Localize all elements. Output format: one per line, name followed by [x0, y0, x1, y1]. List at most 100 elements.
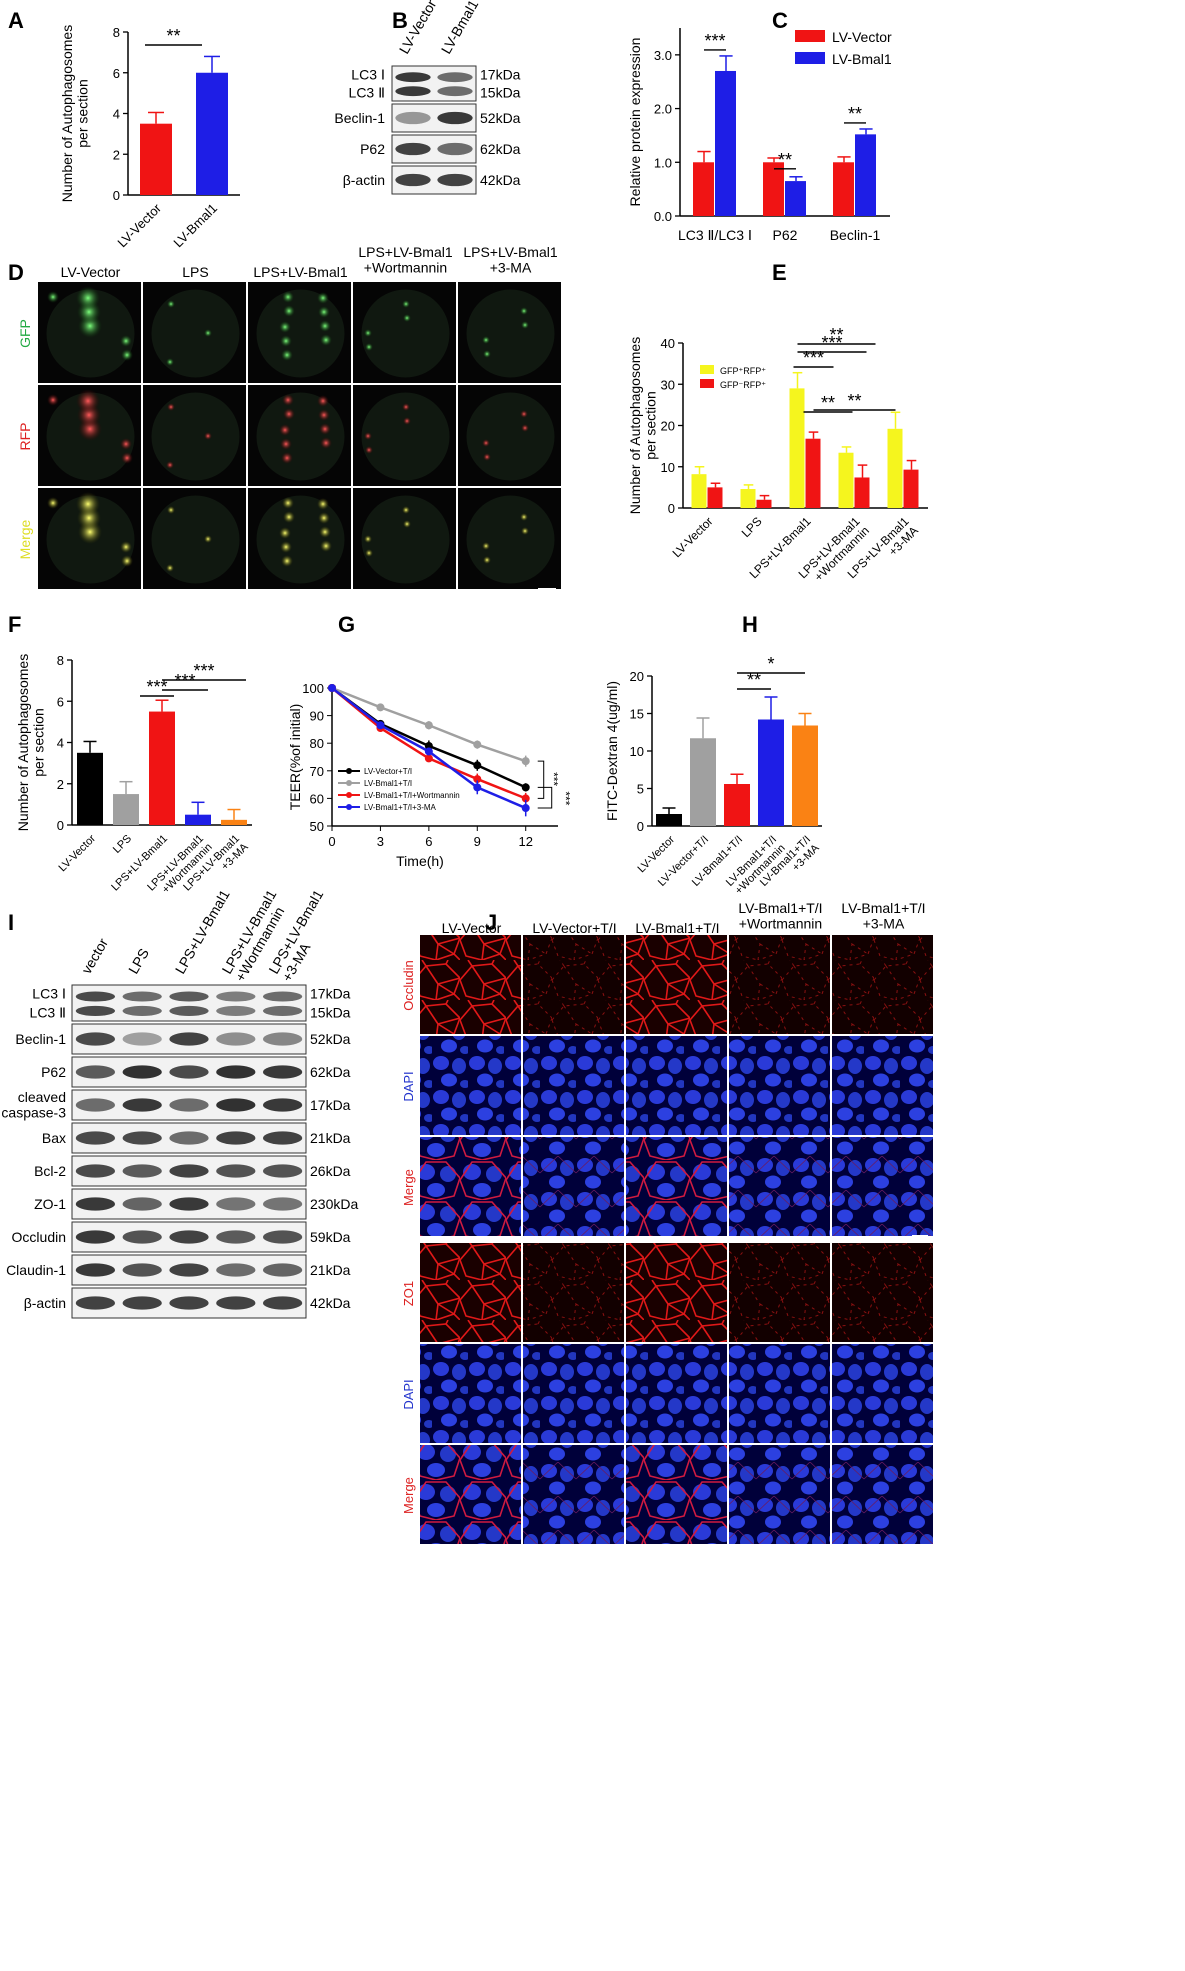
protein-band — [122, 1230, 162, 1244]
puncta — [318, 409, 330, 421]
y-tick-label: 80 — [310, 736, 324, 751]
chart-H: 50 60 70 80 90 100 0 3 6 9 12 Time(h) TEER(%of initi… — [287, 681, 573, 869]
y-tick-label: 20 — [630, 669, 644, 684]
legend-label: LV-Bmal1+T/I — [364, 779, 412, 788]
significance-label: ** — [829, 325, 843, 345]
puncta — [283, 305, 295, 317]
protein-band — [216, 1065, 256, 1079]
legend-label: GFP⁺RFP⁺ — [720, 366, 766, 376]
legend-swatch — [795, 52, 825, 64]
puncta — [280, 541, 292, 553]
label-line: +3-MA — [863, 915, 905, 931]
row-label: LC3 Ⅱ — [349, 85, 385, 101]
puncta — [319, 320, 331, 332]
protein-band — [216, 1164, 256, 1178]
x-tick-label: LV-Bmal1 — [170, 201, 220, 251]
bar — [854, 477, 870, 508]
y-axis-label: Number of Autophagosomesper section — [627, 337, 658, 514]
micrograph — [420, 1137, 521, 1236]
protein-band — [262, 1065, 303, 1079]
y-axis-label: TEER(%of initial) — [287, 704, 303, 811]
bar — [792, 725, 818, 826]
micrograph — [832, 1445, 933, 1544]
protein-band — [169, 1131, 209, 1145]
puncta — [520, 307, 528, 315]
puncta — [318, 512, 330, 524]
panel-letter-A: A — [8, 8, 24, 33]
bar — [789, 388, 805, 508]
y-tick-label: 4 — [57, 736, 64, 751]
protein-band — [262, 991, 303, 1002]
y-tick-label: 0 — [637, 819, 644, 834]
data-point — [473, 761, 482, 770]
bar — [724, 784, 750, 826]
bar — [140, 123, 172, 195]
protein-band — [169, 991, 209, 1002]
row-label: β-actin — [24, 1295, 66, 1311]
column-label: LPS — [182, 264, 208, 280]
protein-band — [122, 1197, 162, 1211]
protein-band — [169, 1296, 209, 1310]
kda-label: 52kDa — [310, 1031, 351, 1047]
x-tick-label: 12 — [518, 834, 532, 849]
micrograph — [832, 935, 933, 1034]
protein-band — [169, 1164, 209, 1178]
column-label: LV-Vector — [442, 920, 502, 936]
column-label: LV-Vector — [61, 264, 121, 280]
kda-label: 17kDa — [480, 66, 521, 82]
puncta — [283, 511, 295, 523]
row-label: Bax — [42, 1130, 66, 1146]
puncta — [204, 535, 212, 543]
protein-band — [122, 991, 162, 1002]
puncta — [318, 306, 330, 318]
bar — [758, 719, 784, 826]
bar — [690, 738, 716, 826]
y-tick-label: 2 — [113, 147, 120, 162]
x-tick-label: LPS — [111, 833, 134, 856]
y-tick-label: 4 — [113, 107, 120, 122]
y-tick-label: 15 — [630, 707, 644, 722]
label-line: per section — [30, 708, 46, 776]
puncta — [320, 334, 332, 346]
bar — [77, 752, 103, 825]
cell-outline — [151, 392, 240, 481]
significance-label: *** — [803, 348, 824, 368]
y-tick-label: 20 — [661, 419, 675, 434]
label-line: LV-Bmal1+T/I — [841, 900, 925, 916]
label-line: per section — [642, 391, 658, 459]
y-tick-label: 6 — [113, 66, 120, 81]
protein-band — [216, 1032, 256, 1046]
data-point — [521, 794, 530, 803]
bar — [756, 499, 772, 508]
cell-outline — [466, 495, 555, 584]
puncta — [364, 329, 372, 337]
puncta — [280, 335, 292, 347]
bar — [693, 162, 714, 216]
micrograph — [420, 1243, 521, 1342]
y-tick-label: 30 — [661, 377, 675, 392]
protein-band — [395, 86, 431, 97]
puncta — [317, 498, 329, 510]
protein-band — [262, 1032, 303, 1046]
bar — [903, 469, 919, 508]
column-label: LV-Bmal1+T/I — [635, 920, 719, 936]
bar — [833, 162, 854, 216]
blot-strip — [391, 65, 477, 102]
column-label: LV-Bmal1+T/I +3-MA — [841, 900, 925, 931]
puncta — [47, 497, 59, 509]
micrograph — [626, 1445, 727, 1544]
panel-letter-B: B — [392, 8, 408, 33]
puncta — [365, 446, 373, 454]
protein-band — [75, 1032, 116, 1046]
micrograph — [626, 935, 727, 1034]
puncta — [482, 336, 490, 344]
cell-outline — [466, 392, 555, 481]
row-label: β-actin — [343, 172, 385, 188]
row-label: Beclin-1 — [15, 1031, 66, 1047]
protein-band — [75, 1296, 116, 1310]
puncta — [166, 564, 174, 572]
legend-marker — [346, 792, 352, 798]
puncta — [121, 452, 133, 464]
y-tick-label: 0.0 — [654, 209, 672, 224]
